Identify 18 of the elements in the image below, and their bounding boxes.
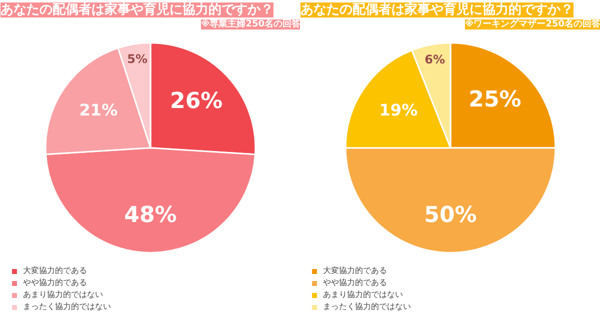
legend-label: あまり協力的ではない bbox=[323, 289, 403, 300]
legend-label: 大変協力的である bbox=[323, 265, 387, 276]
data-label: 6% bbox=[424, 52, 445, 66]
data-label: 25% bbox=[468, 88, 522, 113]
data-label: 48% bbox=[124, 202, 177, 228]
legend-label: あまり協力的ではない bbox=[23, 289, 103, 300]
legend-label: まったく協力的ではない bbox=[23, 301, 111, 312]
data-label: 26% bbox=[170, 89, 223, 114]
data-label: 5% bbox=[127, 52, 148, 66]
chart-title: あなたの配偶者は家事や育児に協力的ですか？ bbox=[300, 2, 574, 18]
data-label: 21% bbox=[79, 100, 118, 120]
legend-label: 大変協力的である bbox=[23, 265, 87, 276]
legend-label: やや協力的である bbox=[23, 277, 87, 288]
legend-label: まったく協力的ではない bbox=[323, 301, 411, 312]
data-label: 19% bbox=[379, 100, 418, 120]
legend-label: やや協力的である bbox=[323, 277, 387, 288]
chart-title: あなたの配偶者は家事や育児に協力的ですか？ bbox=[0, 2, 274, 18]
data-label: 50% bbox=[424, 202, 477, 228]
